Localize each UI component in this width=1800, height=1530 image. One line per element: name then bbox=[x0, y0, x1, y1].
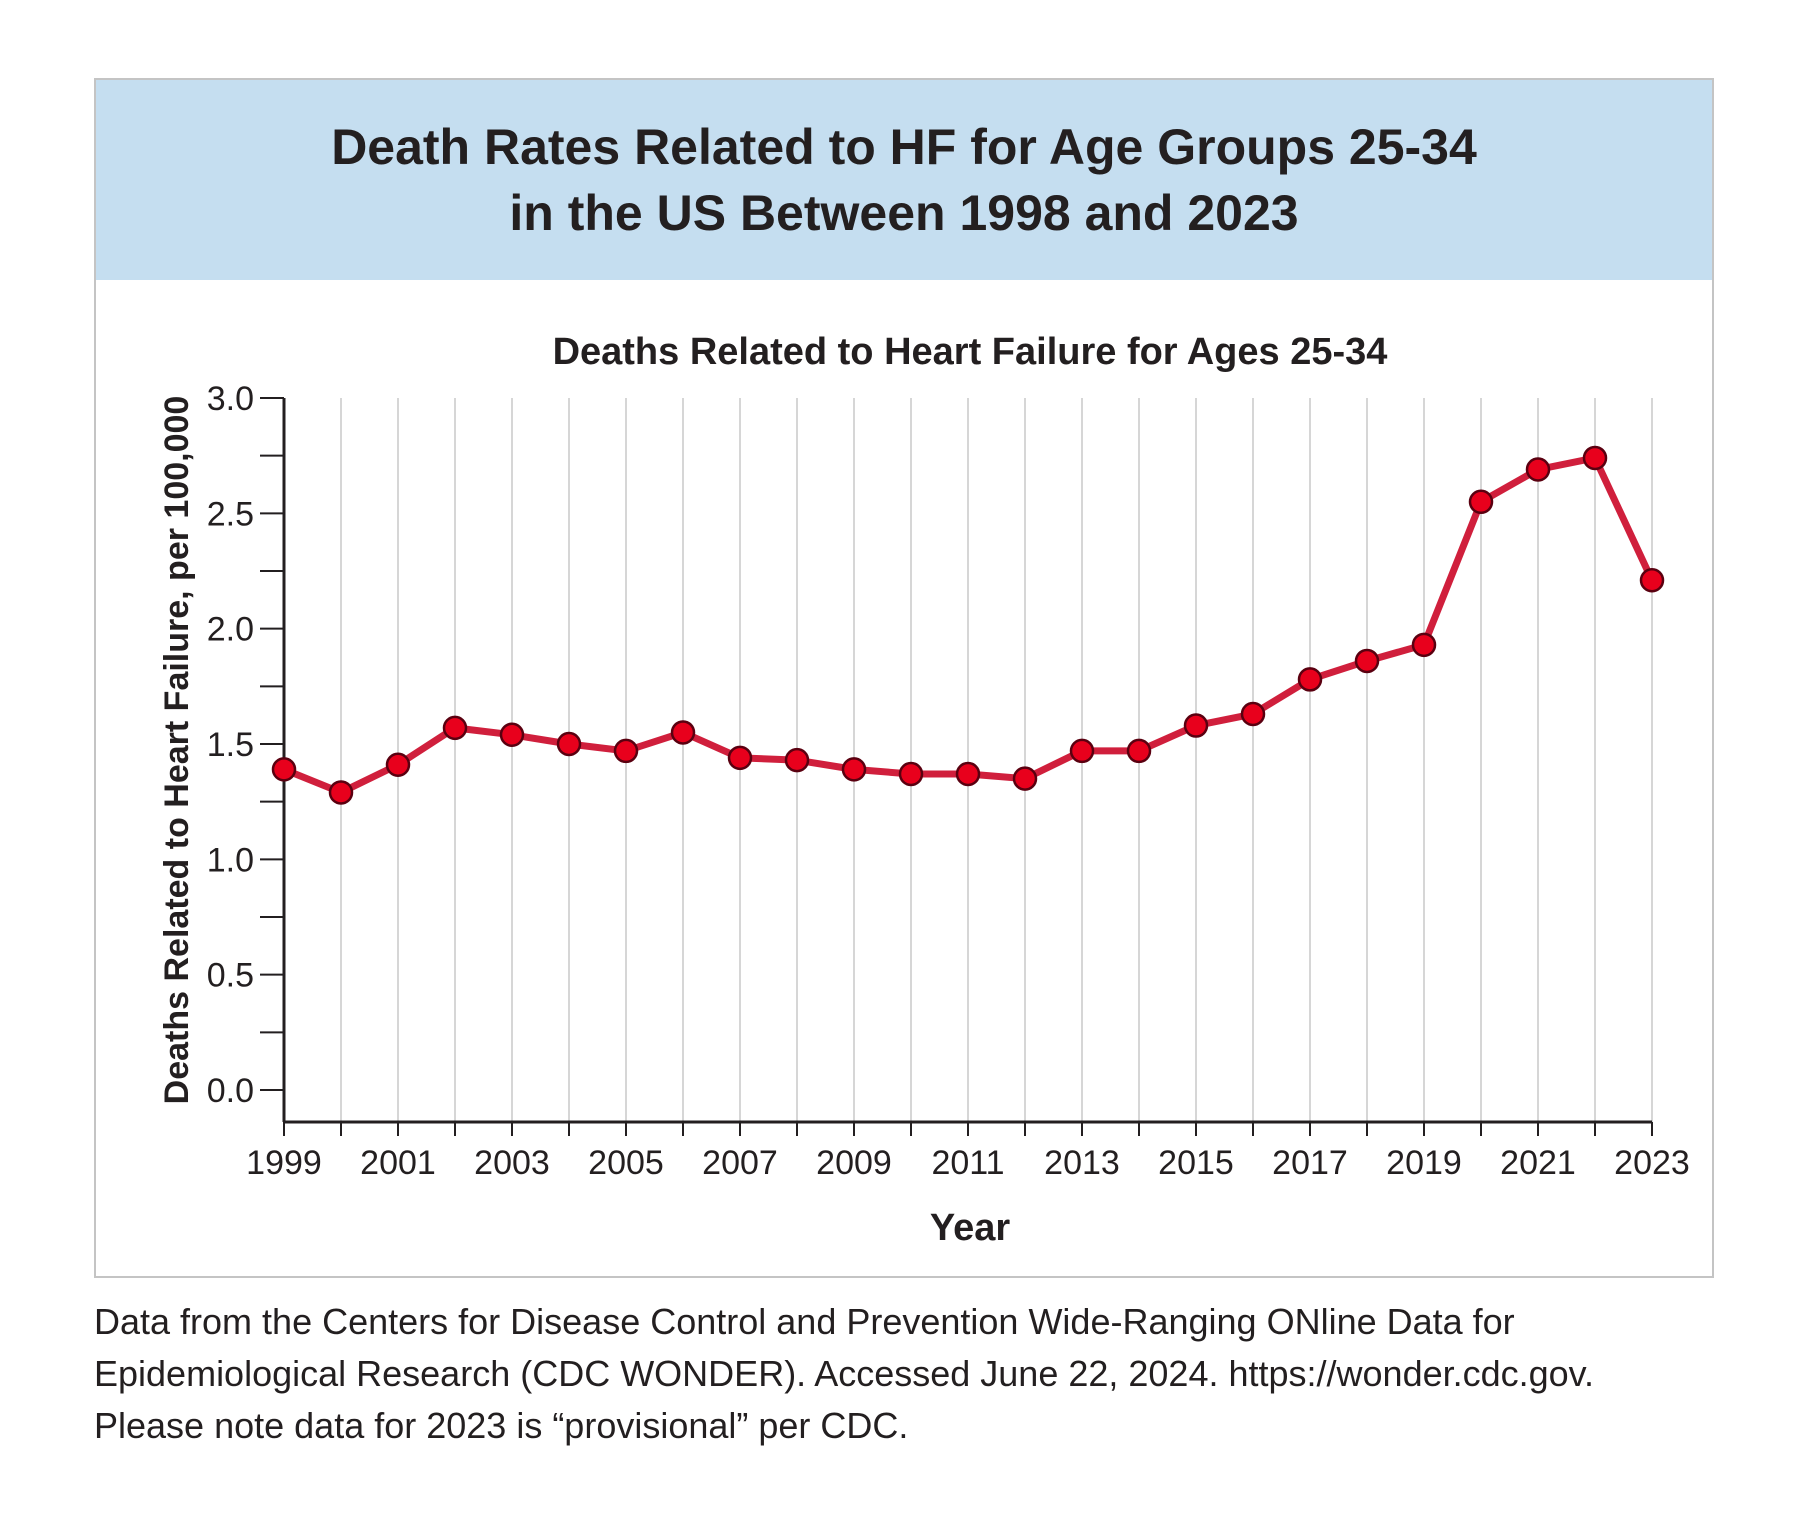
data-point-2020 bbox=[1468, 489, 1494, 515]
data-point-2001 bbox=[385, 752, 411, 778]
footnote-line-2: Epidemiological Research (CDC WONDER). A… bbox=[94, 1353, 1595, 1394]
data-point-2022 bbox=[1582, 445, 1608, 471]
data-point-2002 bbox=[442, 715, 468, 741]
tick-labels: 0.0 0.5 1.0 1.5 2.0 2.5 3.0 1999 2001 2003 2005 200… bbox=[207, 380, 1690, 1182]
data-point-2008 bbox=[784, 747, 810, 773]
data-point-2005 bbox=[613, 738, 639, 764]
y-tick-label: 3.0 bbox=[207, 380, 254, 418]
data-point-2010 bbox=[898, 761, 924, 787]
data-point-2000 bbox=[328, 780, 354, 805]
data-point-2009 bbox=[841, 757, 867, 782]
page-title: Death Rates Related to HF for Age Groups… bbox=[331, 114, 1477, 246]
x-tick-label: 2001 bbox=[360, 1144, 436, 1182]
axes bbox=[260, 397, 1653, 1136]
y-tick-label: 0.0 bbox=[207, 1072, 254, 1110]
data-point-2006 bbox=[670, 720, 696, 745]
y-axis-label: Deaths Related to Heart Failure, per 100… bbox=[158, 396, 196, 1105]
y-tick-label: 1.0 bbox=[207, 841, 254, 879]
chart-panel: Death Rates Related to HF for Age Groups… bbox=[94, 78, 1714, 1278]
data-point-2003 bbox=[499, 722, 525, 748]
chart-title: Deaths Related to Heart Failure for Ages… bbox=[553, 331, 1388, 373]
data-point-2014 bbox=[1126, 738, 1152, 764]
data-point-2017 bbox=[1297, 667, 1323, 692]
x-tick-label: 2007 bbox=[702, 1144, 778, 1182]
data-point-2013 bbox=[1069, 738, 1095, 764]
footnote-line-1: Data from the Centers for Disease Contro… bbox=[94, 1301, 1515, 1342]
data-point-2016 bbox=[1240, 701, 1266, 727]
y-tick-label: 2.5 bbox=[207, 495, 254, 533]
line-chart: Deaths Related to Heart Failure for Ages… bbox=[158, 331, 1690, 1249]
x-tick-label: 1999 bbox=[246, 1144, 322, 1182]
x-tick-label: 2011 bbox=[931, 1144, 1004, 1182]
data-point-2021 bbox=[1525, 457, 1551, 482]
data-point-2023 bbox=[1639, 567, 1665, 593]
data-point-1999 bbox=[271, 757, 297, 782]
y-tick-label: 0.5 bbox=[207, 957, 254, 995]
page-title-line-2: in the US Between 1998 and 2023 bbox=[509, 185, 1299, 241]
page-title-line-1: Death Rates Related to HF for Age Groups… bbox=[331, 119, 1477, 175]
data-point-2018 bbox=[1354, 648, 1380, 674]
source-footnote: Data from the Centers for Disease Contro… bbox=[94, 1296, 1734, 1452]
x-tick-label: 2023 bbox=[1614, 1144, 1690, 1182]
title-banner: Death Rates Related to HF for Age Groups… bbox=[96, 80, 1712, 280]
x-tick-label: 2009 bbox=[816, 1144, 892, 1182]
y-tick-label: 2.0 bbox=[207, 611, 254, 649]
data-point-2015 bbox=[1183, 713, 1209, 738]
x-tick-label: 2005 bbox=[588, 1144, 664, 1182]
data-point-2007 bbox=[727, 745, 753, 771]
data-point-2011 bbox=[955, 761, 981, 787]
y-tick-label: 1.5 bbox=[207, 726, 254, 764]
data-point-2004 bbox=[556, 731, 582, 757]
x-tick-label: 2017 bbox=[1272, 1144, 1348, 1182]
x-tick-label: 2003 bbox=[474, 1144, 550, 1182]
data-point-2019 bbox=[1411, 632, 1437, 658]
footnote-line-3: Please note data for 2023 is “provisiona… bbox=[94, 1405, 909, 1446]
x-tick-label: 2013 bbox=[1044, 1144, 1120, 1182]
x-tick-label: 2021 bbox=[1500, 1144, 1576, 1182]
x-tick-label: 2019 bbox=[1386, 1144, 1462, 1182]
grid-lines bbox=[340, 398, 1653, 1122]
x-axis-label: Year bbox=[930, 1207, 1011, 1249]
x-tick-label: 2015 bbox=[1158, 1144, 1234, 1182]
data-point-2012 bbox=[1012, 766, 1038, 791]
data-series bbox=[271, 445, 1665, 805]
